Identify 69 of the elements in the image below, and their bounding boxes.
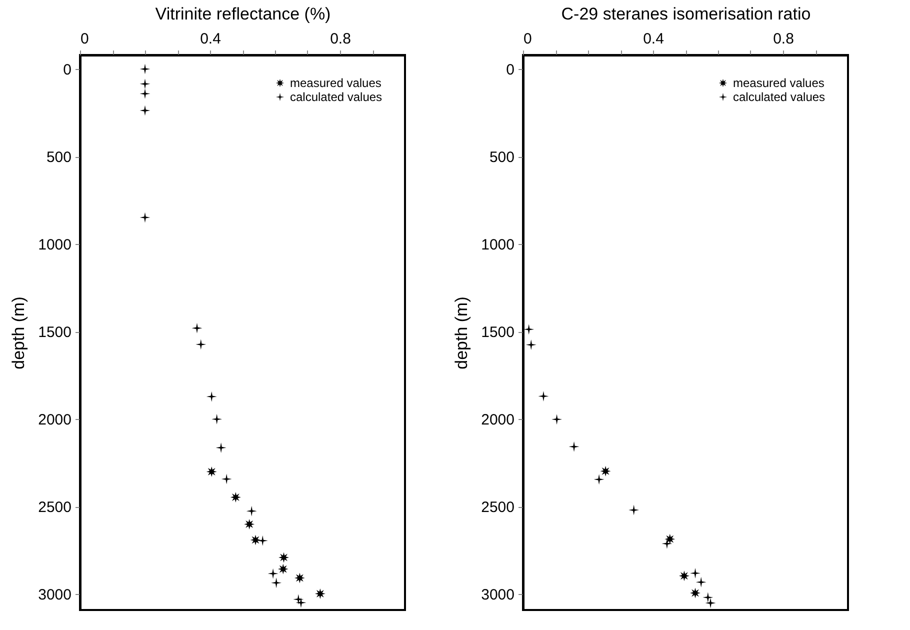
point <box>196 339 206 350</box>
point <box>293 594 304 605</box>
point <box>568 441 580 452</box>
y-axis-title: depth (m) <box>9 296 28 370</box>
point <box>140 212 150 223</box>
y-tick-label: 1500 <box>481 324 514 342</box>
point <box>278 564 288 574</box>
point <box>628 504 640 516</box>
x-tick-label: 0.4 <box>200 30 221 48</box>
y-tick-label: 1000 <box>481 236 514 254</box>
x-tick-label: 0 <box>80 30 89 48</box>
point <box>294 572 305 584</box>
point <box>216 442 226 453</box>
point <box>664 534 676 544</box>
y-tick-label: 500 <box>489 149 514 166</box>
point <box>192 322 202 334</box>
legend-label: calculated values <box>733 90 826 104</box>
point <box>250 534 261 546</box>
y-tick-label: 2000 <box>38 412 72 429</box>
point <box>230 492 241 502</box>
y-tick-label: 3000 <box>38 586 72 604</box>
y-tick-label: 2500 <box>481 499 514 516</box>
point <box>278 552 290 563</box>
legend-label: measured values <box>733 76 824 90</box>
y-tick-label: 500 <box>46 149 72 166</box>
point <box>140 88 150 99</box>
point <box>538 390 549 402</box>
legend-label: calculated values <box>290 90 382 104</box>
point <box>140 105 150 116</box>
point <box>206 391 217 402</box>
legend-label: measured values <box>290 76 382 90</box>
point <box>705 598 716 608</box>
point <box>246 506 257 516</box>
y-tick-label: 1500 <box>38 324 72 342</box>
y-axis-title: depth (m) <box>452 296 472 370</box>
point <box>662 538 672 549</box>
point <box>206 466 217 477</box>
y-tick-label: 0 <box>63 62 72 79</box>
point <box>257 535 268 546</box>
y-tick-label: 2000 <box>481 412 514 429</box>
point <box>690 568 700 578</box>
point <box>594 474 604 485</box>
point <box>314 588 326 599</box>
y-tick-label: 0 <box>506 62 514 79</box>
point <box>526 340 536 350</box>
point <box>690 588 700 598</box>
x-tick-label: 0.8 <box>773 30 794 48</box>
y-tick-label: 3000 <box>481 586 514 604</box>
point <box>600 466 611 476</box>
x-axis-title: Vitrinite reflectance (%) <box>155 4 331 24</box>
y-tick-label: 1000 <box>38 236 72 254</box>
point <box>268 568 278 579</box>
y-tick-label: 2500 <box>38 499 72 516</box>
point <box>524 324 534 335</box>
x-tick-label: 0.8 <box>330 30 351 48</box>
point <box>244 518 255 530</box>
point <box>212 414 222 424</box>
x-tick-label: 0 <box>524 30 532 48</box>
point <box>702 592 714 603</box>
x-tick-label: 0.4 <box>643 30 664 48</box>
point <box>678 570 690 582</box>
point <box>221 474 232 484</box>
point <box>140 64 150 74</box>
point <box>271 578 282 588</box>
point <box>552 414 562 425</box>
x-axis-title: C-29 steranes isomerisation ratio <box>561 4 811 24</box>
point <box>296 597 306 608</box>
point <box>696 576 706 588</box>
point <box>140 78 150 90</box>
